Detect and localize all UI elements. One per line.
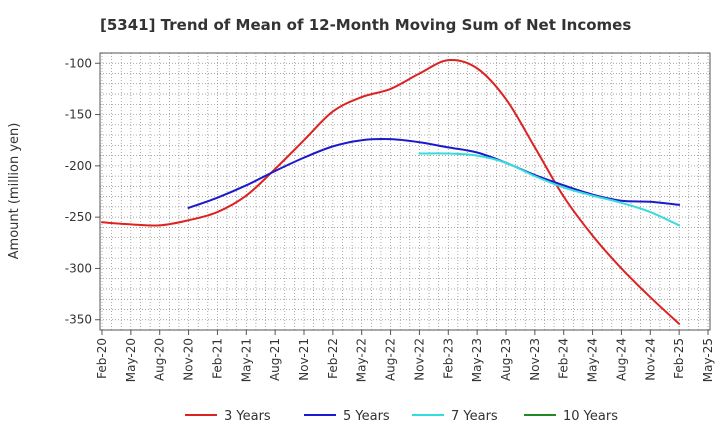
x-tick-label: Nov-24 (643, 338, 657, 381)
y-tick-label: -250 (65, 210, 92, 224)
series-lines (101, 59, 681, 325)
x-tick-label: May-24 (586, 338, 600, 382)
x-tick-label: Nov-20 (182, 338, 196, 381)
legend-label-2: 5 Years (343, 409, 390, 424)
x-tick-label: Nov-23 (528, 338, 542, 381)
x-tick-label: Aug-21 (268, 338, 282, 381)
x-tick-label: Feb-22 (326, 338, 340, 379)
legend-label-1: 3 Years (224, 409, 271, 424)
x-tick-label: Feb-24 (557, 338, 571, 379)
plot-border (99, 52, 711, 331)
series-line-1 (101, 59, 681, 325)
y-tick-label: -350 (65, 313, 92, 327)
legend-label-4: 10 Years (563, 409, 618, 424)
x-tick-label: Aug-20 (153, 338, 167, 381)
x-tick-label: May-22 (355, 338, 369, 382)
x-tick-label: Feb-23 (441, 338, 455, 379)
x-axis: Feb-20 May-20 Aug-20 Nov-20 Feb-21 May-21 Aug-… (95, 330, 715, 382)
x-tick-label: Nov-21 (297, 338, 311, 381)
chart-title: [5341] Trend of Mean of 12-Month Moving … (100, 16, 631, 34)
x-tick-label: Feb-25 (672, 338, 686, 379)
x-tick-label: Aug-24 (614, 338, 628, 381)
series-line-3 (418, 152, 681, 227)
x-tick-label: May-25 (701, 338, 715, 382)
legend: 3 Years 5 Years 7 Years 10 Years (185, 409, 618, 424)
x-tick-label: Feb-20 (95, 338, 109, 379)
grid (100, 52, 710, 330)
x-tick-label: Feb-21 (210, 338, 224, 379)
x-tick-label: May-21 (239, 338, 253, 382)
x-tick-label: Aug-23 (499, 338, 513, 381)
plot-area (100, 53, 710, 330)
legend-label-3: 7 Years (451, 409, 498, 424)
x-tick-label: May-20 (124, 338, 138, 382)
y-axis-label: Amount (million yen) (7, 123, 22, 260)
y-axis: -100 -150 -200 -250 -300 -350 (65, 56, 100, 327)
y-tick-label: -300 (65, 261, 92, 275)
y-tick-label: -100 (65, 56, 92, 70)
x-tick-label: May-23 (470, 338, 484, 382)
y-tick-label: -200 (65, 159, 92, 173)
x-tick-label: Aug-22 (384, 338, 398, 381)
y-tick-label: -150 (65, 108, 92, 122)
x-tick-label: Nov-22 (412, 338, 426, 381)
